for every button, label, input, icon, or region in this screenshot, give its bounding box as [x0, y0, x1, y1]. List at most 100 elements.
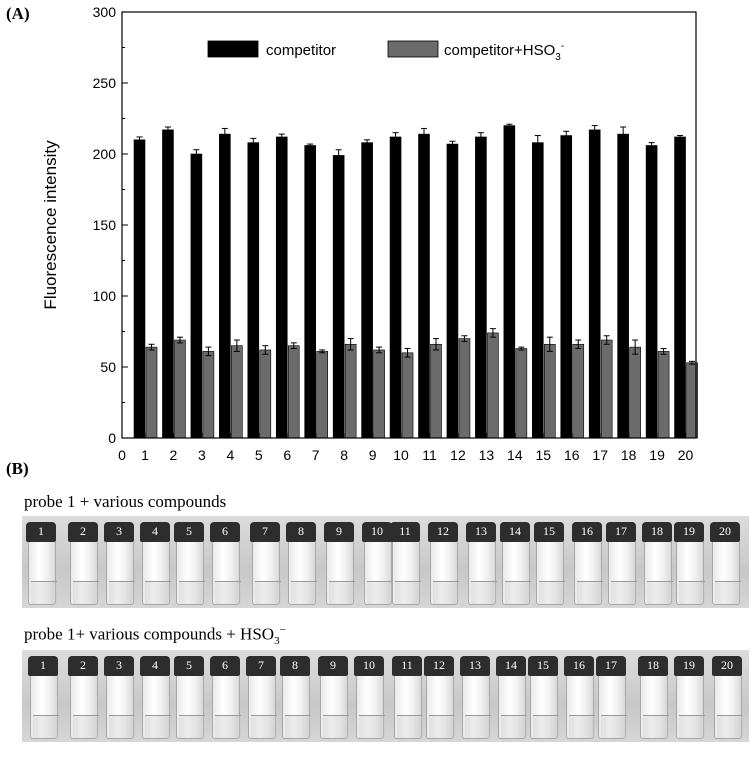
- legend-label-competitor: competitor: [266, 42, 336, 59]
- vial-glass: [714, 676, 743, 739]
- x-tick-label: 15: [536, 447, 552, 463]
- legend-swatch-competitor: [207, 40, 259, 58]
- bar-chart: Fluorescence intensity 05010015020025030…: [41, 4, 698, 463]
- bar: [572, 343, 585, 439]
- vial-liquid: [679, 715, 705, 738]
- vial: 5: [174, 522, 205, 606]
- x-tick-label: 18: [621, 447, 637, 463]
- vial-cap: 17: [596, 656, 626, 676]
- vial-number-label: 9: [336, 524, 342, 538]
- bar: [531, 142, 544, 439]
- bar: [332, 155, 345, 439]
- vial-cap: 16: [572, 522, 602, 542]
- vial: 15: [534, 522, 565, 606]
- vial-number-label: 12: [437, 524, 449, 538]
- vial-cap: 20: [712, 656, 742, 676]
- y-tick-label: 100: [93, 288, 117, 304]
- vial-liquid: [717, 715, 743, 738]
- vial-glass: [176, 542, 205, 605]
- vial-glass: [644, 542, 673, 605]
- legend-label-competitor-hso3: competitor+HSO3-: [444, 41, 564, 63]
- y-tick-label: 0: [108, 430, 116, 446]
- vial-glass: [430, 542, 459, 605]
- vial-number-label: 17: [605, 658, 617, 672]
- vial-number-label: 16: [581, 524, 593, 538]
- vial: 20: [710, 522, 741, 606]
- bar: [162, 129, 174, 439]
- vial-cap: 4: [140, 656, 170, 676]
- vial-cap: 10: [362, 522, 392, 542]
- vials-photo-with-bisulfite: 1 2 3 4 5 6 7 8 9 10 11 12 13 14 15 16 17 18 19 20: [22, 650, 749, 742]
- vial-number-label: 18: [651, 524, 663, 538]
- vial-glass: [320, 676, 349, 739]
- vial-cap: 19: [674, 656, 704, 676]
- bar: [202, 351, 215, 439]
- y-tick-label: 150: [93, 217, 117, 233]
- vial-cap: 3: [104, 656, 134, 676]
- bar: [657, 351, 670, 439]
- bar: [389, 136, 402, 439]
- vial: 2: [68, 656, 99, 740]
- vial-glass: [468, 542, 497, 605]
- vial-liquid: [179, 581, 205, 604]
- vial-glass: [142, 542, 171, 605]
- vial-cap: 1: [28, 656, 58, 676]
- vial-number-label: 1: [40, 658, 46, 672]
- vial-cap: 12: [428, 522, 458, 542]
- vial-liquid: [73, 715, 99, 738]
- x-tick-label: 6: [283, 447, 291, 463]
- vial-number-label: 15: [537, 658, 549, 672]
- bar: [674, 136, 686, 439]
- vial-glass: [106, 676, 135, 739]
- vial-cap: 6: [210, 656, 240, 676]
- vial-liquid: [215, 581, 241, 604]
- vial: 4: [140, 522, 171, 606]
- vial-glass: [106, 542, 135, 605]
- vial: 13: [466, 522, 497, 606]
- vial-cap: 14: [500, 522, 530, 542]
- x-tick-label: 16: [564, 447, 580, 463]
- vial-number-label: 18: [647, 658, 659, 672]
- vial-liquid: [539, 581, 565, 604]
- bar: [373, 349, 385, 439]
- vial-glass: [30, 676, 59, 739]
- vial: 14: [500, 522, 531, 606]
- vial-number-label: 16: [573, 658, 585, 672]
- bar: [174, 339, 186, 439]
- vial-glass: [392, 542, 421, 605]
- vial: 13: [460, 656, 491, 740]
- x-tick-label: 10: [393, 447, 409, 463]
- vial-number-label: 1: [38, 524, 44, 538]
- vial: 11: [392, 656, 423, 740]
- vial-glass: [28, 542, 57, 605]
- bar: [145, 346, 158, 439]
- x-tick-label: 12: [450, 447, 466, 463]
- vial-liquid: [397, 715, 423, 738]
- y-tick-label: 300: [93, 4, 117, 20]
- vial-glass: [282, 676, 311, 739]
- photo-bottom-caption-text: probe 1+ various compounds + HSO: [24, 624, 275, 644]
- vial-cap: 1: [26, 522, 56, 542]
- vial-liquid: [395, 581, 421, 604]
- x-tick-label: 13: [479, 447, 495, 463]
- vial-cap: 4: [140, 522, 170, 542]
- vial-cap: 12: [424, 656, 454, 676]
- vial-number-label: 8: [292, 658, 298, 672]
- y-tick-label: 200: [93, 146, 117, 162]
- vial: 19: [674, 656, 705, 740]
- bar: [543, 343, 556, 439]
- vial-glass: [676, 676, 705, 739]
- vial-liquid: [145, 581, 171, 604]
- vial-liquid: [433, 581, 459, 604]
- bar: [645, 145, 658, 439]
- vial: 5: [174, 656, 205, 740]
- vial-cap: 5: [174, 656, 204, 676]
- vial-number-label: 12: [433, 658, 445, 672]
- vial-cap: 20: [710, 522, 740, 542]
- vial-glass: [574, 542, 603, 605]
- vial-liquid: [215, 715, 241, 738]
- vial: 19: [674, 522, 705, 606]
- vial: 3: [104, 656, 135, 740]
- vial-liquid: [647, 581, 673, 604]
- vial: 8: [286, 522, 317, 606]
